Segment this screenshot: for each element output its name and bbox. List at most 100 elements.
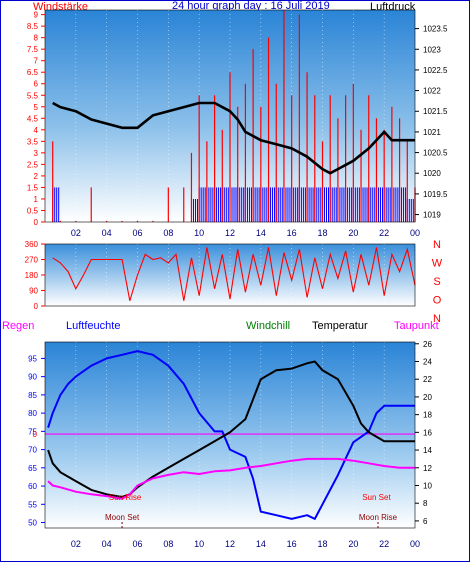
x-tick-label: 02	[71, 539, 81, 549]
y-tick-label-right: 20	[423, 393, 432, 402]
y-tick-label-right: 14	[423, 446, 432, 455]
y-tick-label-left: 4.5	[27, 114, 39, 123]
x-tick-label: 06	[132, 539, 142, 549]
direction-label: N	[433, 239, 441, 251]
y-tick-label-right: 1021.5	[423, 107, 448, 116]
y-tick-label-right: 1023	[423, 45, 441, 54]
legend-windchill: Windchill	[246, 320, 291, 332]
temperatur-line	[47, 360, 415, 498]
luftfeuchte-line	[47, 350, 415, 520]
y-tick-label-right: 12	[423, 464, 432, 473]
y-tick-label-right: 6	[423, 517, 428, 526]
x-tick-label: 10	[194, 539, 204, 549]
y-tick-label-left: 5.5	[27, 91, 39, 100]
x-tick-label: 20	[348, 539, 358, 549]
y-tick-label-left: 0	[34, 218, 39, 227]
x-tick-label: 18	[317, 228, 327, 238]
direction-label: N	[433, 313, 441, 325]
y-tick-label-right: 18	[423, 411, 432, 420]
x-tick-label: 16	[287, 539, 297, 549]
y-tick-label-right: 1020.5	[423, 149, 448, 158]
x-tick-label: 08	[163, 228, 173, 238]
x-tick-label: 08	[163, 539, 173, 549]
y-tick-label-left: 0.5	[27, 206, 39, 215]
x-tick-label: 10	[194, 228, 204, 238]
chart-title: 24 hour graph day : 16 Juli 2019	[172, 0, 330, 12]
y-tick-label-left: 4	[34, 126, 39, 135]
y-tick-label-left: 5	[34, 103, 39, 112]
y-tick-label-right: 16	[423, 428, 432, 437]
pressure-line	[52, 101, 415, 175]
legend-regen: Regen	[2, 320, 35, 332]
annotation-label: Sun Rise	[109, 493, 142, 502]
y-tick-label-right: 10	[423, 481, 432, 490]
y-tick-label-left: 90	[28, 373, 37, 382]
y-tick-label-left: 80	[28, 409, 37, 418]
y-tick-label-left: 8	[34, 34, 39, 43]
y-tick-label-left: 60	[28, 482, 37, 491]
panel-border	[44, 9, 416, 223]
y-tick-label-left: 2.5	[27, 160, 39, 169]
x-tick-label: 04	[102, 539, 112, 549]
y-tick-label-left: 7	[34, 57, 39, 66]
y-tick-label-right: 1022	[423, 87, 441, 96]
y-tick-label-right: 8	[423, 499, 428, 508]
x-tick-label: 00	[410, 539, 420, 549]
x-tick-label: 02	[71, 228, 81, 238]
x-tick-label: 12	[225, 539, 235, 549]
legend-taupunkt: Taupunkt	[394, 320, 439, 332]
x-tick-label: 06	[132, 228, 142, 238]
y-tick-label-right: 1020	[423, 169, 441, 178]
y-tick-label-left: 95	[28, 354, 37, 363]
x-tick-label: 20	[348, 228, 358, 238]
y-tick-label-right: 22	[423, 375, 432, 384]
x-tick-label: 18	[317, 539, 327, 549]
direction-label: W	[432, 258, 443, 270]
y-tick-label-left: 3.5	[27, 137, 39, 146]
y-tick-label-left: 1	[34, 195, 39, 204]
x-tick-label: 16	[287, 228, 297, 238]
y-tick-label-left: 180	[25, 271, 39, 280]
wind-direction-line	[52, 247, 416, 301]
y-tick-label-right: 1019	[423, 211, 441, 220]
legend-temperatur: Temperatur	[312, 320, 368, 332]
annotation-label: Sun Set	[362, 493, 391, 502]
y-tick-label-left: 75	[28, 427, 37, 436]
y-tick-label-left: 85	[28, 391, 37, 400]
taupunkt-line	[47, 457, 415, 500]
y-tick-label-left: 270	[25, 256, 39, 265]
panel-border	[44, 341, 416, 529]
x-tick-label: 14	[256, 228, 266, 238]
direction-label: S	[433, 276, 440, 288]
y-tick-label-left: 8.5	[27, 22, 39, 31]
x-tick-label: 22	[379, 228, 389, 238]
y-tick-label-left: 3	[34, 149, 39, 158]
annotation-label: Moon Set	[105, 513, 140, 522]
y-tick-label-right: 1022.5	[423, 66, 448, 75]
annotation-label: Moon Rise	[359, 513, 398, 522]
y-tick-label-right: 26	[423, 340, 432, 349]
y-tick-label-left: 50	[28, 519, 37, 528]
y-tick-label-left: 6	[34, 80, 39, 89]
legend-luftfeuchte: Luftfeuchte	[66, 320, 121, 332]
regen-zero-label: 0	[33, 430, 38, 439]
y-tick-label-left: 1.5	[27, 183, 39, 192]
y-tick-label-left: 0	[34, 302, 39, 311]
y-tick-label-right: 1019.5	[423, 190, 448, 199]
y-tick-label-left: 2	[34, 172, 39, 181]
y-tick-label-right: 1023.5	[423, 25, 448, 34]
y-tick-label-left: 90	[29, 287, 38, 296]
direction-label: O	[433, 295, 442, 307]
y-tick-label-left: 55	[28, 500, 37, 509]
x-tick-label: 04	[102, 228, 112, 238]
y-tick-label-right: 24	[423, 357, 432, 366]
y-tick-label-left: 70	[28, 446, 37, 455]
y-tick-label-right: 1021	[423, 128, 441, 137]
y-tick-label-left: 9	[34, 11, 39, 20]
x-tick-label: 12	[225, 228, 235, 238]
x-tick-label: 14	[256, 539, 266, 549]
y-tick-label-left: 7.5	[27, 45, 39, 54]
y-tick-label-left: 65	[28, 464, 37, 473]
x-tick-label: 22	[379, 539, 389, 549]
